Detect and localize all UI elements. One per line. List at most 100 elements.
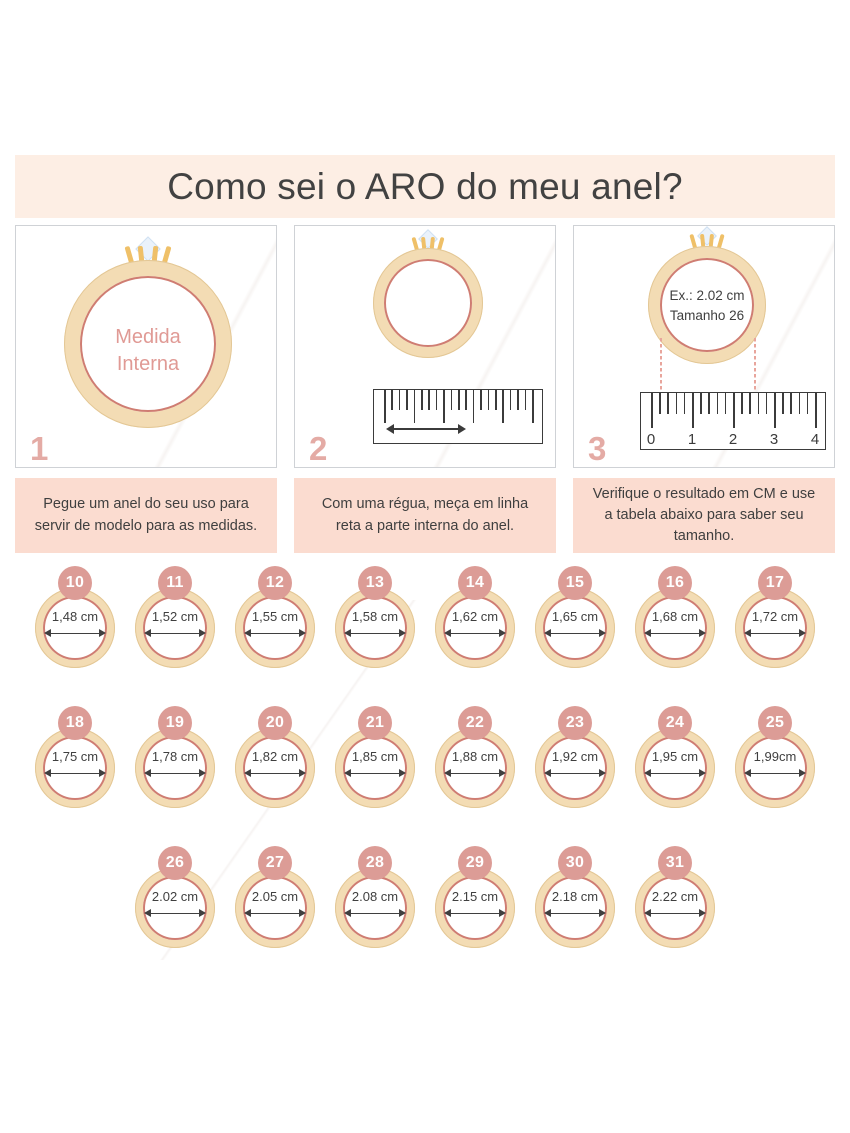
header-band: Como sei o ARO do meu anel?: [15, 155, 835, 218]
ruler-tick-minor: [421, 390, 423, 411]
ruler-tick-major: [815, 393, 817, 428]
step-panel-2: 2: [294, 225, 556, 468]
size-item[interactable]: 28 2.08 cm: [325, 842, 425, 982]
ruler-tick-major: [384, 390, 386, 423]
size-item[interactable]: 31 2.22 cm: [625, 842, 725, 982]
size-item[interactable]: 23 1,92 cm: [525, 702, 625, 842]
ring-inner-circle: [643, 596, 707, 660]
guide-line-right: [754, 338, 756, 394]
ruler-tick-major: [651, 393, 653, 428]
size-badge: 31: [658, 846, 692, 880]
ring-illustration: [535, 852, 615, 948]
size-badge: 17: [758, 566, 792, 600]
size-item[interactable]: 19 1,78 cm: [125, 702, 225, 842]
size-item[interactable]: 18 1,75 cm: [25, 702, 125, 842]
size-badge: 28: [358, 846, 392, 880]
measurement-arrow: [544, 908, 606, 919]
size-item[interactable]: 25 1,99cm: [725, 702, 825, 842]
ruler-tick-minor: [398, 390, 401, 411]
size-item[interactable]: 20 1,82 cm: [225, 702, 325, 842]
ring-inner-circle: [384, 259, 472, 347]
step-captions: Pegue um anel do seu uso para servir de …: [15, 478, 835, 553]
size-measurement: 1,92 cm: [551, 749, 599, 764]
ruler-tick-minor: [757, 393, 760, 415]
measurement-arrow: [644, 908, 706, 919]
caption-step-1: Pegue um anel do seu uso para servir de …: [15, 478, 277, 553]
step-number-1: 1: [30, 430, 49, 467]
step-number-2: 2: [309, 430, 328, 467]
ruler-tick-minor: [806, 393, 809, 415]
size-measurement: 1,48 cm: [51, 609, 99, 624]
size-badge: 23: [558, 706, 592, 740]
ruler-number: 2: [728, 431, 738, 448]
size-item[interactable]: 30 2.18 cm: [525, 842, 625, 982]
step-panel-1: Medida Interna 1: [15, 225, 277, 468]
size-item[interactable]: 12 1,55 cm: [225, 562, 325, 702]
ring-illustration: [535, 572, 615, 668]
ruler-tick-minor: [659, 393, 661, 415]
size-badge: 26: [158, 846, 192, 880]
measurement-arrow: [144, 908, 206, 919]
ruler-number: 4: [810, 431, 820, 448]
size-item[interactable]: 16 1,68 cm: [625, 562, 725, 702]
ring-illustration: [635, 852, 715, 948]
size-measurement: 2.08 cm: [351, 889, 399, 904]
caption-step-2: Com uma régua, meça em linha reta a part…: [294, 478, 556, 553]
size-measurement: 2.18 cm: [551, 889, 599, 904]
ruler-tick-minor: [683, 393, 686, 415]
size-item[interactable]: 11 1,52 cm: [125, 562, 225, 702]
size-row: 18 1,75 cm 19 1,78 cm 20 1,82 cm 21 1,85 cm 22 1,…: [0, 702, 850, 842]
size-item[interactable]: 29 2.15 cm: [425, 842, 525, 982]
size-item[interactable]: 24 1,95 cm: [625, 702, 725, 842]
size-badge: 19: [158, 706, 192, 740]
ring-illustration-step2: [373, 229, 483, 358]
guide-line-left: [660, 338, 662, 394]
ruler-tick-minor: [765, 393, 768, 415]
size-badge: 22: [458, 706, 492, 740]
measurement-arrow: [144, 628, 206, 639]
ruler-tick-major: [774, 393, 776, 428]
ruler-tick-minor: [782, 393, 784, 415]
size-measurement: 1,65 cm: [551, 609, 599, 624]
ruler-tick-minor: [790, 393, 792, 415]
size-item[interactable]: 22 1,88 cm: [425, 702, 525, 842]
size-badge: 27: [258, 846, 292, 880]
ruler-number: 3: [769, 431, 779, 448]
ring-inner-circle: [660, 258, 754, 352]
ruler-tick-minor: [450, 390, 453, 411]
ring-inner-circle: [643, 876, 707, 940]
size-badge: 20: [258, 706, 292, 740]
measurement-arrow: [244, 768, 306, 779]
ring-illustration: [535, 712, 615, 808]
size-item[interactable]: 15 1,65 cm: [525, 562, 625, 702]
measurement-arrow: [644, 628, 706, 639]
ruler-tick-minor: [667, 393, 669, 415]
step-panel-3: Ex.: 2.02 cm Tamanho 26 0 1 2 3 4 3: [573, 225, 835, 468]
size-chart-grid: 10 1,48 cm 11 1,52 cm 12 1,55 cm 13 1,58 cm 14 1,…: [0, 562, 850, 982]
measurement-arrow: [44, 768, 106, 779]
measurement-arrow: [744, 768, 806, 779]
size-item[interactable]: 14 1,62 cm: [425, 562, 525, 702]
ruler-tick-major: [443, 390, 445, 423]
size-badge: 25: [758, 706, 792, 740]
size-item[interactable]: 27 2.05 cm: [225, 842, 325, 982]
size-badge: 16: [658, 566, 692, 600]
size-measurement: 2.05 cm: [251, 889, 299, 904]
ruler-tick-minor: [406, 390, 408, 411]
size-item[interactable]: 21 1,85 cm: [325, 702, 425, 842]
ruler-tick-minor: [428, 390, 430, 411]
ruler-tick-minor: [458, 390, 460, 411]
example-measurement-note: Ex.: 2.02 cm Tamanho 26: [669, 288, 745, 323]
step-panels: Medida Interna 1: [15, 225, 835, 470]
size-item[interactable]: 17 1,72 cm: [725, 562, 825, 702]
measurement-arrow: [244, 628, 306, 639]
size-item[interactable]: 13 1,58 cm: [325, 562, 425, 702]
size-item[interactable]: 10 1,48 cm: [25, 562, 125, 702]
size-measurement: 1,78 cm: [151, 749, 199, 764]
size-item[interactable]: 26 2.02 cm: [125, 842, 225, 982]
ring-inner-circle: [743, 736, 807, 800]
measurement-arrow-step2: [386, 423, 466, 435]
ruler-tick-minor: [524, 390, 527, 411]
ruler-tick-minor: [480, 390, 482, 411]
